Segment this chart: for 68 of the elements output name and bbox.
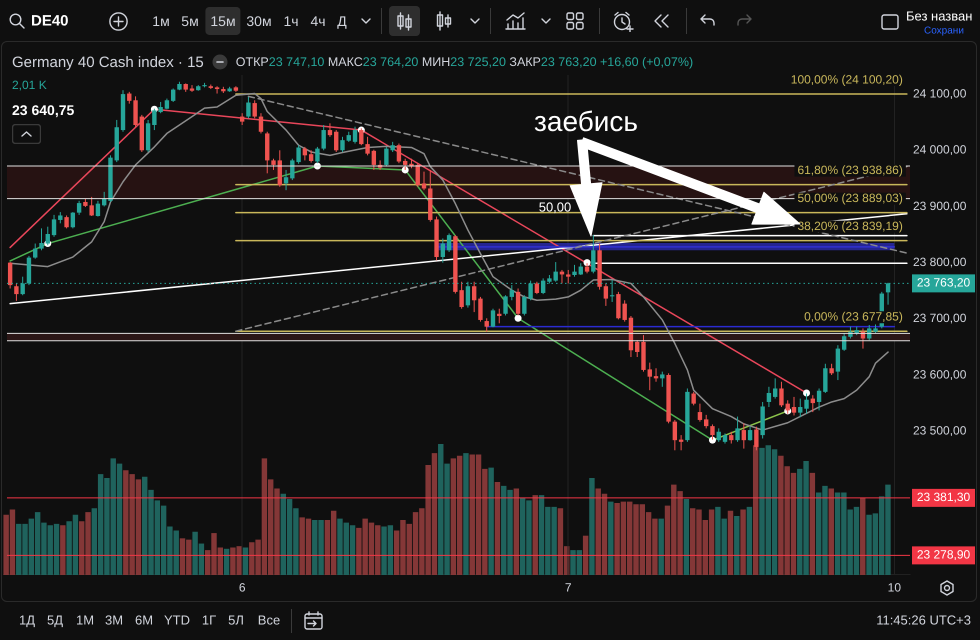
text: 5Д xyxy=(46,612,64,628)
text: 4ч xyxy=(310,12,326,30)
bar xyxy=(740,510,746,575)
bar xyxy=(746,506,752,575)
y-tick-label: 23 700,00 xyxy=(912,311,967,326)
text: DE40 xyxy=(31,12,69,30)
bar xyxy=(514,488,520,575)
series-label: 100,00% (24 100,20) xyxy=(790,72,903,86)
bar xyxy=(582,536,588,575)
text: Без назван xyxy=(906,8,972,24)
y-tick-label: 23 600,00 xyxy=(912,367,967,382)
text: 1М xyxy=(76,612,94,628)
y-tick-label: 23 500,00 xyxy=(912,423,967,438)
bar xyxy=(860,498,866,575)
text: 1ч xyxy=(283,12,299,30)
bar xyxy=(60,525,66,575)
text: YTD xyxy=(164,612,190,628)
text: 5м xyxy=(181,12,199,30)
bar xyxy=(608,502,614,575)
point xyxy=(514,314,522,322)
text: 15м xyxy=(205,6,241,36)
series-label: 61,80% (23 938,86) xyxy=(797,162,903,177)
ref-line-label: 23 763,20 xyxy=(916,276,971,290)
bar xyxy=(728,510,734,575)
text: 11:45:26 UTC+3 xyxy=(876,612,971,628)
x-tick-label: 7 xyxy=(564,580,572,595)
y-tick-label: 23 900,00 xyxy=(912,198,967,213)
series-label: 0,00% (23 677,85) xyxy=(804,310,903,324)
text: 3М xyxy=(104,612,124,628)
bar xyxy=(684,499,690,575)
text: 30м xyxy=(246,12,272,30)
bar xyxy=(810,472,816,575)
bar xyxy=(463,453,469,575)
bar xyxy=(494,482,500,575)
point xyxy=(708,436,716,444)
candlestick xyxy=(497,308,502,324)
text: 5Л xyxy=(228,612,244,628)
text: 1Г xyxy=(202,612,216,628)
annotation: 2,01 K xyxy=(12,78,47,93)
text: 1Д xyxy=(18,612,36,628)
series-label: 50,00% (23 889,03) xyxy=(797,190,903,205)
text: 6М xyxy=(134,612,154,628)
ref-line-label: 23 278,90 xyxy=(916,548,971,562)
text: Д xyxy=(337,12,347,30)
bar xyxy=(658,518,664,575)
chart-title: Germany 40 Cash index · 15 xyxy=(12,54,204,70)
bar xyxy=(224,548,230,575)
point xyxy=(803,389,810,396)
y-tick-label: 24 100,00 xyxy=(912,86,967,100)
bar xyxy=(589,478,595,575)
ref-line-label: 23 381,30 xyxy=(916,490,971,504)
bar xyxy=(488,468,494,575)
x-tick-label: 10 xyxy=(888,580,902,595)
chart-subtitle: ОТКР23 747,10 МАКС23 764,20 МИН23 725,20 ЗАКР23 763,20 +16,60 (+0,07%) xyxy=(236,55,694,69)
bar xyxy=(828,488,834,575)
annotation: 23 640,75 xyxy=(12,102,74,118)
text: Сохрани xyxy=(924,25,964,37)
text: Все xyxy=(258,612,280,628)
annotation: заебись xyxy=(534,106,638,138)
y-tick-label: 24 000,00 xyxy=(912,142,967,157)
y-tick-label: 23 800,00 xyxy=(912,254,967,269)
series-label: 38,20% (23 839,19) xyxy=(797,218,903,233)
bar xyxy=(734,516,740,575)
bar xyxy=(532,495,538,575)
x-tick-label: 6 xyxy=(238,580,246,595)
text: 1м xyxy=(152,12,170,30)
annotation: 50,00 xyxy=(538,200,572,216)
point xyxy=(584,259,591,266)
